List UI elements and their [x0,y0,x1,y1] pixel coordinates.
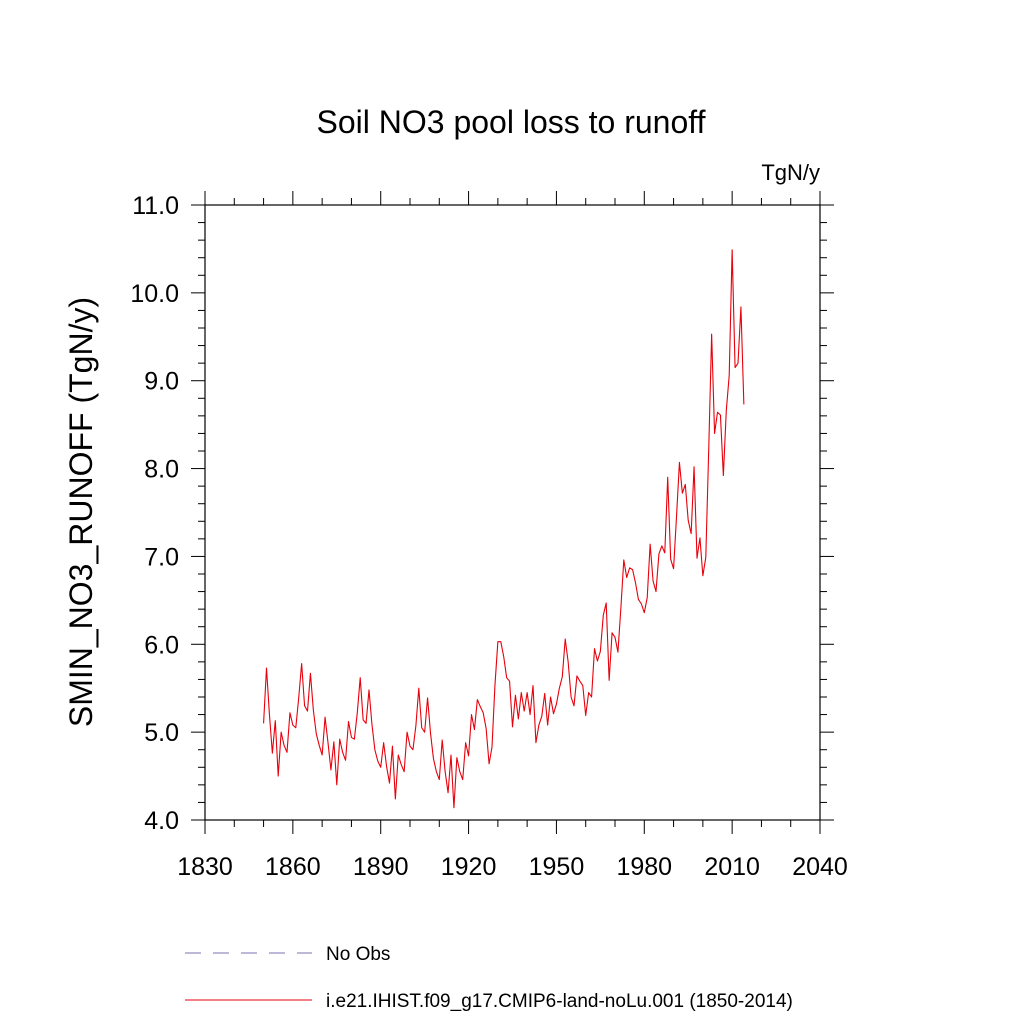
y-tick-label: 6.0 [144,631,179,659]
x-tick-label: 1950 [529,853,585,881]
x-tick-label: 2010 [704,853,760,881]
legend-label: i.e21.IHIST.f09_g17.CMIP6-land-noLu.001 … [326,991,793,1012]
units-label: TgN/y [761,160,820,185]
y-tick-label: 4.0 [144,807,179,835]
legend: No Obs i.e21.IHIST.f09_g17.CMIP6-land-noL… [185,944,793,1012]
y-tick-label: 9.0 [144,368,179,396]
y-tick-label: 5.0 [144,719,179,747]
x-tick-label: 2040 [792,853,848,881]
y-tick-label: 8.0 [144,456,179,484]
axis-ticks [191,191,834,834]
y-tick-label: 11.0 [132,192,179,220]
x-tick-label: 1830 [177,853,233,881]
y-tick-label: 10.0 [130,280,179,308]
series-group [263,249,745,809]
legend-label: No Obs [326,944,390,965]
series-line [263,249,745,809]
plot-frame [204,204,821,821]
plot-border [204,204,821,821]
tick-labels: 1830 1860 1890 1920 1950 1980 2010 2040 4.0 5.0 6.… [130,192,847,881]
x-tick-label: 1890 [353,853,409,881]
x-tick-label: 1860 [265,853,321,881]
y-axis-label: SMIN_NO3_RUNOFF (TgN/y) [63,297,99,727]
x-tick-label: 1920 [441,853,497,881]
x-tick-label: 1980 [616,853,672,881]
chart-title: Soil NO3 pool loss to runoff [317,104,706,140]
y-tick-label: 7.0 [144,543,179,571]
